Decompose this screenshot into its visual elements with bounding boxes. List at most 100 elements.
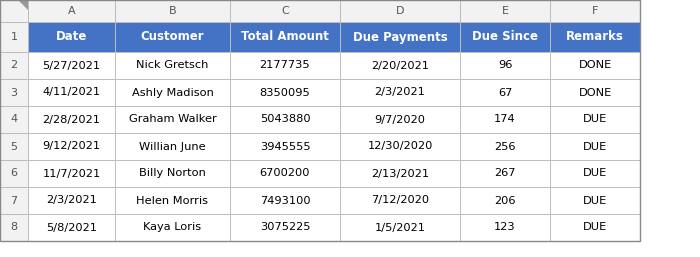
Text: 206: 206 [494, 196, 516, 206]
Text: 7493100: 7493100 [260, 196, 310, 206]
Bar [230, 79, 340, 106]
Text: 2/3/2021: 2/3/2021 [374, 87, 426, 97]
Text: 3945555: 3945555 [260, 142, 310, 151]
Bar [340, 187, 460, 214]
Bar [550, 52, 640, 79]
Text: 12/30/2020: 12/30/2020 [368, 142, 433, 151]
Text: Due Since: Due Since [472, 31, 538, 43]
Bar [115, 187, 230, 214]
Bar [115, 79, 230, 106]
Bar [460, 187, 550, 214]
Bar [230, 187, 340, 214]
Text: 1/5/2021: 1/5/2021 [374, 223, 426, 233]
Bar [460, 22, 550, 52]
Bar [460, 52, 550, 79]
Bar [115, 160, 230, 187]
Bar [230, 106, 340, 133]
Bar [115, 133, 230, 160]
Text: 267: 267 [494, 169, 516, 179]
Text: 5/27/2021: 5/27/2021 [43, 60, 101, 70]
Text: 174: 174 [494, 115, 516, 124]
Text: Billy Norton: Billy Norton [139, 169, 206, 179]
Text: 7/12/2020: 7/12/2020 [371, 196, 429, 206]
Bar [28, 133, 115, 160]
Bar [28, 106, 115, 133]
Text: Total Amount: Total Amount [241, 31, 329, 43]
Bar [230, 160, 340, 187]
Text: 8: 8 [10, 223, 18, 233]
Bar [0, 214, 28, 241]
Text: 256: 256 [494, 142, 516, 151]
Text: 2: 2 [10, 60, 18, 70]
Bar [340, 160, 460, 187]
Text: DUE: DUE [583, 142, 607, 151]
Bar [0, 133, 28, 160]
Text: DUE: DUE [583, 115, 607, 124]
Text: C: C [281, 6, 289, 16]
Bar [0, 22, 28, 52]
Bar [460, 0, 550, 22]
Bar [340, 0, 460, 22]
Text: 2177735: 2177735 [260, 60, 310, 70]
Bar [460, 133, 550, 160]
Text: Date: Date [56, 31, 88, 43]
Bar [0, 79, 28, 106]
Bar [28, 160, 115, 187]
Bar [230, 0, 340, 22]
Bar [230, 22, 340, 52]
Text: Customer: Customer [141, 31, 204, 43]
Bar [28, 0, 115, 22]
Bar [550, 0, 640, 22]
Bar [28, 187, 115, 214]
Text: E: E [501, 6, 508, 16]
Bar [28, 52, 115, 79]
Bar [230, 52, 340, 79]
Text: F: F [592, 6, 598, 16]
Text: 123: 123 [494, 223, 516, 233]
Bar [550, 106, 640, 133]
Text: 11/7/2021: 11/7/2021 [43, 169, 101, 179]
Bar [340, 79, 460, 106]
Bar [550, 22, 640, 52]
Text: 6: 6 [10, 169, 18, 179]
Text: 96: 96 [498, 60, 512, 70]
Text: 1: 1 [10, 32, 18, 42]
Polygon shape [18, 0, 28, 10]
Bar [28, 22, 115, 52]
Text: B: B [169, 6, 176, 16]
Bar [550, 160, 640, 187]
Bar [115, 52, 230, 79]
Text: DONE: DONE [578, 87, 612, 97]
Text: D: D [395, 6, 405, 16]
Text: 4/11/2021: 4/11/2021 [43, 87, 101, 97]
Text: 5: 5 [10, 142, 18, 151]
Text: 5/8/2021: 5/8/2021 [46, 223, 97, 233]
Bar [0, 160, 28, 187]
Text: 3: 3 [10, 87, 18, 97]
Bar [0, 187, 28, 214]
Bar [550, 133, 640, 160]
Text: Nick Gretsch: Nick Gretsch [136, 60, 209, 70]
Bar [28, 79, 115, 106]
Bar [115, 0, 230, 22]
Bar [460, 79, 550, 106]
Bar [340, 214, 460, 241]
Text: Ashly Madison: Ashly Madison [132, 87, 214, 97]
Text: Remarks: Remarks [566, 31, 624, 43]
Bar [115, 214, 230, 241]
Text: 9/7/2020: 9/7/2020 [374, 115, 426, 124]
Bar [0, 0, 28, 22]
Text: 2/20/2021: 2/20/2021 [371, 60, 429, 70]
Bar [460, 160, 550, 187]
Text: 4: 4 [10, 115, 18, 124]
Text: DUE: DUE [583, 223, 607, 233]
Text: 2/13/2021: 2/13/2021 [371, 169, 429, 179]
Text: 5043880: 5043880 [260, 115, 310, 124]
Text: 7: 7 [10, 196, 18, 206]
Bar [340, 22, 460, 52]
Text: 67: 67 [498, 87, 512, 97]
Text: 2/28/2021: 2/28/2021 [43, 115, 101, 124]
Bar [0, 52, 28, 79]
Text: 6700200: 6700200 [260, 169, 310, 179]
Text: DUE: DUE [583, 169, 607, 179]
